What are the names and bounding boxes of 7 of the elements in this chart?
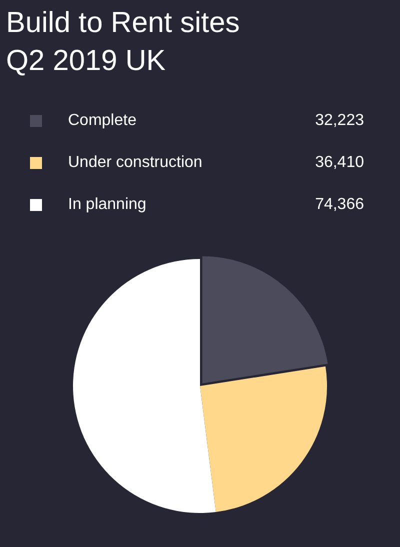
legend-label: Complete bbox=[68, 112, 138, 130]
data-label: 32,223 bbox=[315, 112, 364, 130]
legend-label: Under construction bbox=[68, 154, 204, 172]
data-label: 74,366 bbox=[315, 196, 364, 214]
legend-label: In planning bbox=[68, 196, 148, 214]
data-label: 36,410 bbox=[315, 154, 364, 172]
chart-title: Build to Rent sites Q2 2019 UK bbox=[5, 6, 241, 79]
